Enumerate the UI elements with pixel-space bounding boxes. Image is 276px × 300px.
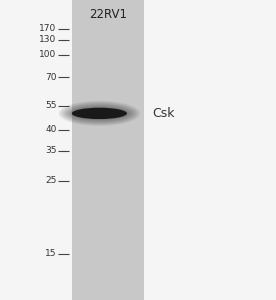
Text: 25: 25 bbox=[45, 176, 57, 185]
Text: 130: 130 bbox=[39, 35, 57, 44]
Text: 22RV1: 22RV1 bbox=[89, 8, 127, 20]
Ellipse shape bbox=[63, 103, 135, 123]
Ellipse shape bbox=[68, 106, 130, 121]
Bar bbox=[72, 0, 144, 300]
Text: 170: 170 bbox=[39, 24, 57, 33]
Ellipse shape bbox=[59, 101, 140, 126]
Text: 55: 55 bbox=[45, 101, 57, 110]
Text: 35: 35 bbox=[45, 146, 57, 155]
Ellipse shape bbox=[65, 104, 134, 122]
Text: 40: 40 bbox=[45, 125, 57, 134]
Ellipse shape bbox=[70, 107, 129, 120]
Text: 15: 15 bbox=[45, 249, 57, 258]
Ellipse shape bbox=[67, 105, 132, 122]
Text: 70: 70 bbox=[45, 73, 57, 82]
Ellipse shape bbox=[72, 108, 127, 119]
Text: Csk: Csk bbox=[152, 107, 174, 120]
Text: 100: 100 bbox=[39, 50, 57, 59]
Ellipse shape bbox=[60, 102, 139, 125]
Ellipse shape bbox=[62, 103, 137, 124]
